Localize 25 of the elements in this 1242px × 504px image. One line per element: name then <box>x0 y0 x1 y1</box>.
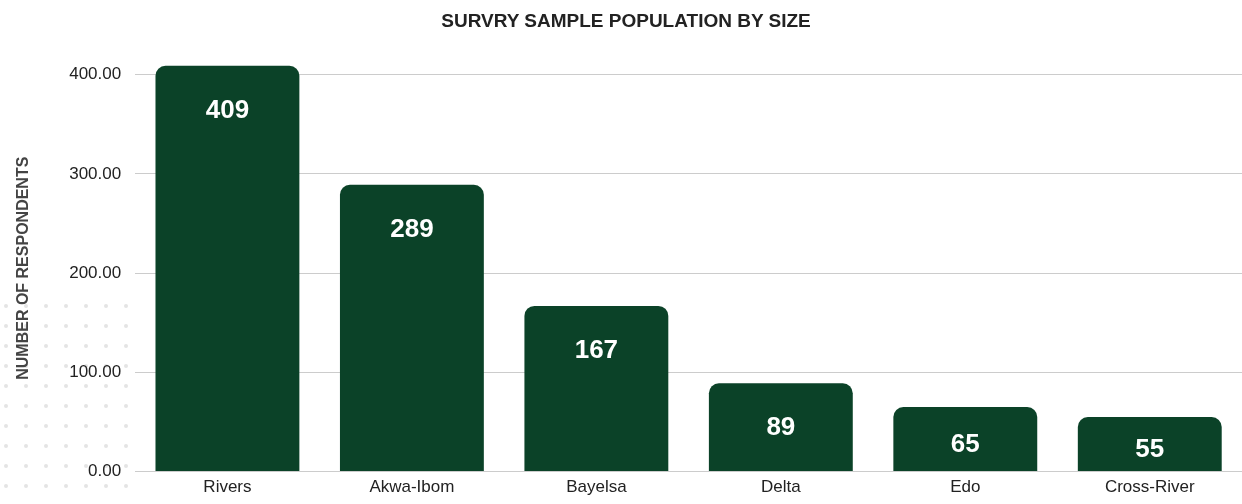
data-label: 409 <box>205 93 250 124</box>
x-tick-label: Cross-River <box>1104 477 1195 497</box>
y-tick-label: 100.00 <box>69 362 122 382</box>
x-tick-label: Delta <box>760 477 802 497</box>
x-tick-label: Akwa-Ibom <box>369 477 455 497</box>
x-tick-label: Bayelsa <box>566 477 628 497</box>
y-tick-label: 0.00 <box>88 461 122 481</box>
x-tick-label: Edo <box>950 477 981 497</box>
y-tick-label: 400.00 <box>69 64 122 84</box>
data-label: 289 <box>390 213 434 244</box>
data-label: 55 <box>1135 433 1165 464</box>
chart-title: SURVRY SAMPLE POPULATION BY SIZE <box>441 9 811 31</box>
data-label: 167 <box>574 334 619 365</box>
data-label: 89 <box>766 411 796 442</box>
bar <box>708 383 853 472</box>
y-axis-title: NUMBER OF RESPONDENTS <box>14 156 32 380</box>
bar <box>339 184 484 472</box>
y-tick-label: 300.00 <box>69 163 122 183</box>
bar <box>524 305 669 472</box>
bar <box>1077 417 1222 472</box>
bar <box>893 407 1038 472</box>
data-label: 65 <box>950 428 980 459</box>
bar <box>155 65 300 472</box>
y-tick-label: 200.00 <box>69 262 122 282</box>
x-tick-label: Rivers <box>203 477 252 497</box>
